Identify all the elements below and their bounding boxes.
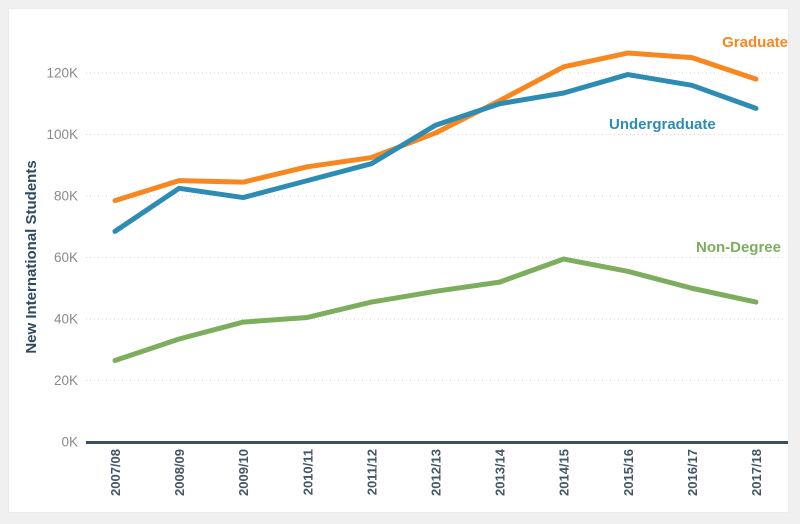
- x-tick-label-2014-15: 2014/15: [557, 449, 572, 496]
- y-tick-label-40K: 40K: [54, 312, 78, 327]
- series-label-graduate: Graduate: [722, 34, 788, 51]
- y-tick-label-80K: 80K: [54, 189, 78, 204]
- x-tick-label-2013-14: 2013/14: [493, 448, 508, 496]
- y-tick-label-120K: 120K: [46, 66, 78, 81]
- series-line-non-degree[interactable]: [112, 256, 759, 364]
- gridlines: [86, 72, 786, 381]
- y-tick-label-60K: 60K: [54, 250, 78, 265]
- series-lines: [112, 50, 759, 364]
- y-tick-label-100K: 100K: [46, 127, 78, 142]
- series-label-undergraduate: Undergraduate: [609, 116, 716, 133]
- x-tick-label-2011-12: 2011/12: [364, 449, 379, 495]
- series-label-non-degree: Non-Degree: [695, 239, 781, 256]
- x-tick-label-2010-11: 2010/11: [300, 449, 315, 495]
- x-tick-label-2012-13: 2012/13: [429, 449, 444, 496]
- x-axis-tick-labels: 2007/08 2008/09 2009/10 2010/11 2011/12 2012/…: [108, 448, 764, 496]
- series-line-undergraduate[interactable]: [112, 72, 759, 234]
- series-line-graduate[interactable]: [112, 50, 759, 204]
- chart-panel: [8, 8, 789, 513]
- x-tick-label-2009-10: 2009/10: [236, 449, 251, 496]
- y-tick-label-0K: 0K: [61, 435, 78, 450]
- y-tick-label-20K: 20K: [54, 373, 78, 388]
- y-axis-title: New International Students: [23, 160, 40, 353]
- x-tick-label-2007-08: 2007/08: [108, 449, 123, 496]
- x-tick-label-2015-16: 2015/16: [621, 449, 636, 496]
- x-tick-label-2008-09: 2008/09: [172, 449, 187, 496]
- x-tick-label-2017-18: 2017/18: [749, 449, 764, 496]
- x-tick-label-2016-17: 2016/17: [685, 449, 700, 496]
- y-axis-tick-labels: 0K 20K 40K 60K 80K 100K 120K: [46, 66, 78, 450]
